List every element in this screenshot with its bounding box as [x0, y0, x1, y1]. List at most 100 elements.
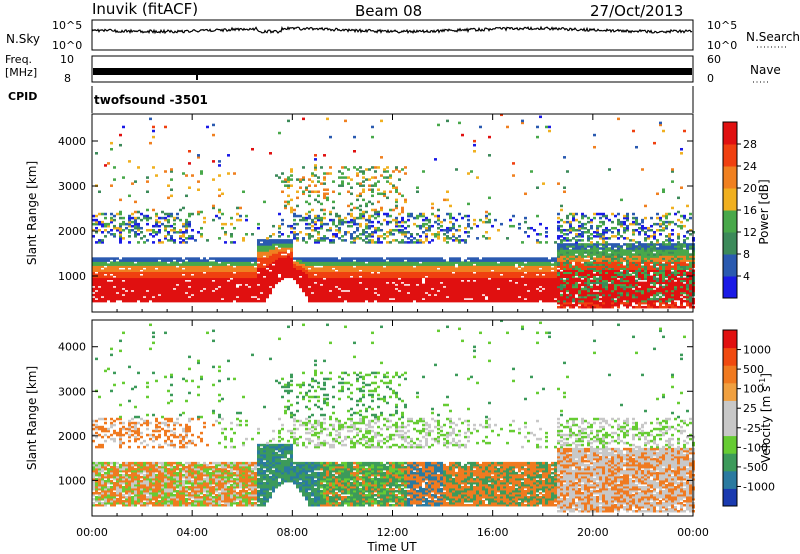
power-cell: [482, 287, 485, 291]
power-cell: [425, 299, 428, 303]
power-cell: [209, 281, 212, 285]
power-cell: [530, 287, 533, 291]
power-cell: [155, 283, 158, 287]
power-cell: [455, 281, 458, 285]
power-cell: [605, 285, 608, 289]
power-cell: [287, 269, 290, 272]
power-cell: [380, 273, 383, 277]
power-cell: [203, 293, 206, 297]
power-cell: [299, 273, 302, 277]
power-cell: [164, 265, 167, 268]
power-cell: [488, 237, 491, 240]
power-cell: [581, 245, 584, 248]
power-cell: [584, 293, 587, 297]
power-cell: [224, 283, 227, 287]
power-cell: [548, 125, 551, 129]
power-cell: [458, 299, 461, 303]
power-cell: [407, 265, 410, 268]
power-cell: [119, 279, 122, 283]
power-cell: [581, 243, 584, 246]
power-cell: [257, 299, 260, 303]
power-cell: [362, 277, 365, 281]
power-cell: [503, 285, 506, 289]
power-cell: [344, 277, 347, 281]
power-cell: [320, 259, 323, 262]
power-cell: [299, 261, 302, 264]
power-cell: [440, 220, 443, 224]
power-cell: [185, 237, 188, 240]
power-cell: [155, 212, 158, 216]
power-cell: [536, 239, 539, 242]
power-cell: [488, 220, 491, 224]
power-cell: [566, 259, 569, 262]
power-cell: [374, 277, 377, 281]
power-cell: [290, 261, 293, 264]
power-cell: [557, 291, 560, 295]
power-cell: [422, 295, 425, 299]
power-cell: [554, 265, 557, 268]
power-cell: [524, 289, 527, 293]
power-cell: [269, 289, 272, 293]
power-cell: [203, 263, 206, 266]
power-cell: [389, 261, 392, 264]
power-cell: [320, 271, 323, 275]
power-cell: [419, 257, 422, 260]
power-cell: [563, 299, 566, 303]
power-cell: [566, 243, 569, 246]
power-cell: [362, 228, 365, 232]
power-cell: [191, 237, 194, 240]
power-cell: [173, 228, 176, 232]
power-cell: [608, 297, 611, 301]
power-cell: [254, 267, 257, 270]
power-cell: [278, 259, 281, 262]
power-cell: [335, 289, 338, 293]
power-cell: [578, 293, 581, 297]
power-cell: [425, 295, 428, 299]
power-cell: [494, 263, 497, 266]
power-cell: [473, 222, 476, 226]
power-cell: [320, 267, 323, 270]
power-cell: [611, 285, 614, 289]
power-cell: [212, 218, 215, 222]
power-cell: [185, 287, 188, 291]
power-cell: [563, 263, 566, 266]
power-cell: [443, 265, 446, 268]
power-cell: [524, 281, 527, 285]
power-cell: [98, 220, 101, 224]
power-cell: [488, 297, 491, 301]
power-cell: [581, 283, 584, 287]
power-cell: [128, 293, 131, 297]
power-cell: [329, 218, 332, 222]
power-cell: [428, 281, 431, 285]
power-cell: [140, 261, 143, 264]
power-cell: [347, 257, 350, 260]
power-cell: [446, 241, 449, 244]
power-cell: [128, 261, 131, 264]
power-cell: [323, 269, 326, 272]
power-cell: [554, 271, 557, 275]
power-cell: [398, 293, 401, 297]
power-cell: [356, 172, 359, 175]
power-cell: [341, 259, 344, 262]
power-cell: [464, 267, 467, 270]
power-cell: [383, 279, 386, 283]
power-cell: [395, 289, 398, 293]
power-cell: [488, 259, 491, 262]
power-cell: [200, 275, 203, 279]
power-cell: [587, 253, 590, 256]
power-cell: [257, 239, 260, 242]
power-cell: [287, 273, 290, 277]
power-cell: [560, 241, 563, 244]
power-cell: [197, 297, 200, 301]
power-cell: [311, 259, 314, 262]
power-cell: [488, 287, 491, 291]
power-cell: [479, 259, 482, 262]
power-cell: [542, 285, 545, 289]
power-cell: [404, 265, 407, 268]
power-cell: [458, 293, 461, 297]
power-cell: [287, 261, 290, 264]
power-cell: [110, 184, 113, 187]
power-cell: [527, 281, 530, 285]
power-cell: [545, 267, 548, 270]
power-cell: [101, 273, 104, 277]
